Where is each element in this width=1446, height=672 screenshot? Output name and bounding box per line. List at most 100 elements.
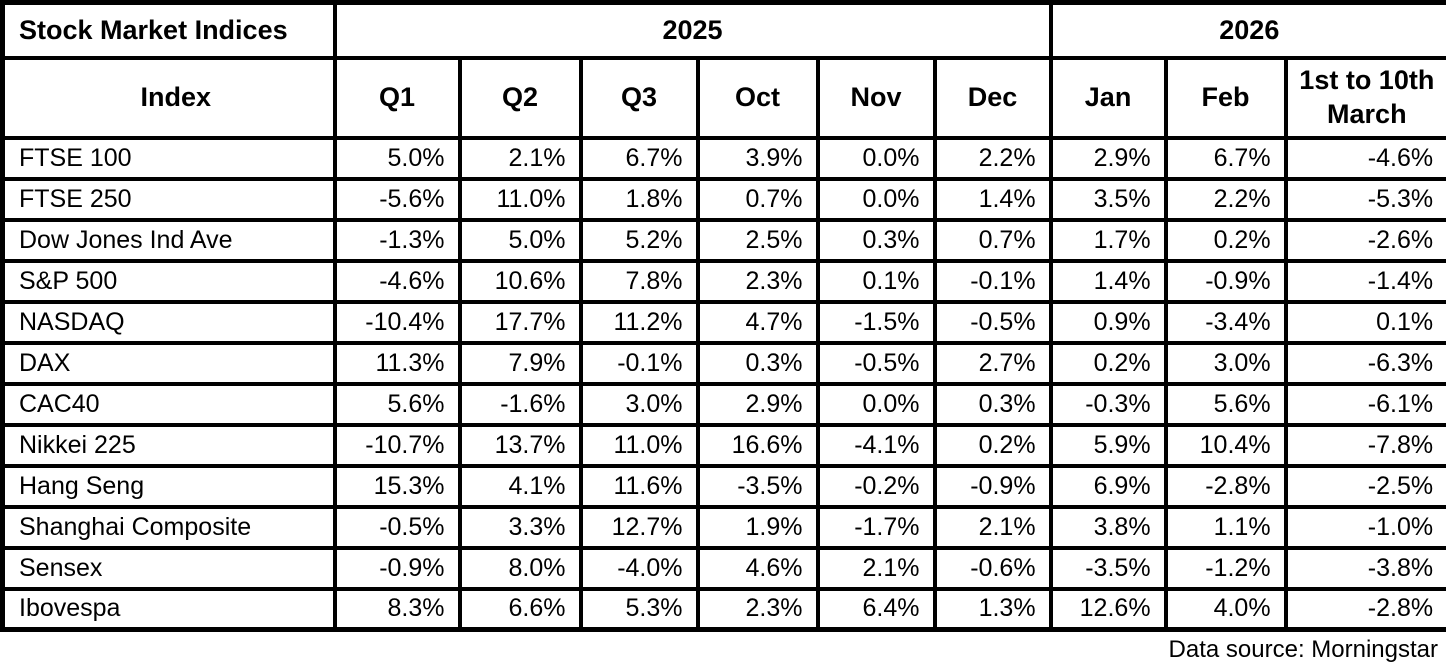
value-cell: 0.2% <box>1163 217 1288 263</box>
value-cell: 0.0% <box>815 176 937 222</box>
value-cell: 3.5% <box>1048 176 1168 222</box>
col-header-feb: Feb <box>1163 55 1288 140</box>
table-title: Stock Market Indices <box>0 0 337 60</box>
table-row: Sensex -0.9% 8.0% -4.0% 4.6% 2.1% -0.6% … <box>0 545 1446 591</box>
value-cell: -1.7% <box>815 504 937 550</box>
value-cell: 0.3% <box>932 381 1053 427</box>
value-cell: 6.9% <box>1048 463 1168 509</box>
value-cell: 16.6% <box>695 422 820 468</box>
index-cell: Ibovespa <box>0 586 337 632</box>
index-cell: Nikkei 225 <box>0 422 337 468</box>
value-cell: -0.9% <box>932 463 1053 509</box>
value-cell: 0.7% <box>695 176 820 222</box>
value-cell: -1.4% <box>1283 258 1446 304</box>
value-cell: 3.3% <box>457 504 583 550</box>
value-cell: 6.6% <box>457 586 583 632</box>
value-cell: 7.9% <box>457 340 583 386</box>
value-cell: 12.6% <box>1048 586 1168 632</box>
col-header-q3: Q3 <box>578 55 700 140</box>
index-cell: Dow Jones Ind Ave <box>0 217 337 263</box>
value-cell: -10.4% <box>332 299 462 345</box>
table-row: Shanghai Composite -0.5% 3.3% 12.7% 1.9%… <box>0 504 1446 550</box>
value-cell: -2.8% <box>1283 586 1446 632</box>
value-cell: -0.2% <box>815 463 937 509</box>
value-cell: 10.4% <box>1163 422 1288 468</box>
value-cell: -4.0% <box>578 545 700 591</box>
value-cell: 2.1% <box>932 504 1053 550</box>
col-header-oct: Oct <box>695 55 820 140</box>
value-cell: 8.0% <box>457 545 583 591</box>
value-cell: -10.7% <box>332 422 462 468</box>
table-row: Ibovespa 8.3% 6.6% 5.3% 2.3% 6.4% 1.3% 1… <box>0 586 1446 632</box>
col-header-q1: Q1 <box>332 55 462 140</box>
value-cell: -0.5% <box>815 340 937 386</box>
value-cell: 3.0% <box>1163 340 1288 386</box>
table-row: S&P 500 -4.6% 10.6% 7.8% 2.3% 0.1% -0.1%… <box>0 258 1446 304</box>
table-row: CAC40 5.6% -1.6% 3.0% 2.9% 0.0% 0.3% -0.… <box>0 381 1446 427</box>
stock-market-indices-table: Stock Market Indices 2025 2026 Index Q1 … <box>0 0 1446 632</box>
value-cell: -6.3% <box>1283 340 1446 386</box>
value-cell: 7.8% <box>578 258 700 304</box>
data-source-note: Data source: Morningstar <box>1168 636 1438 663</box>
value-cell: 5.6% <box>332 381 462 427</box>
value-cell: 0.7% <box>932 217 1053 263</box>
value-cell: 11.2% <box>578 299 700 345</box>
value-cell: 5.0% <box>332 135 462 181</box>
value-cell: 0.2% <box>1048 340 1168 386</box>
value-cell: 3.9% <box>695 135 820 181</box>
value-cell: 1.4% <box>932 176 1053 222</box>
value-cell: 1.3% <box>932 586 1053 632</box>
value-cell: 11.0% <box>457 176 583 222</box>
value-cell: -0.9% <box>1163 258 1288 304</box>
value-cell: 0.9% <box>1048 299 1168 345</box>
value-cell: 6.7% <box>1163 135 1288 181</box>
value-cell: -3.8% <box>1283 545 1446 591</box>
value-cell: 0.3% <box>815 217 937 263</box>
index-cell: S&P 500 <box>0 258 337 304</box>
value-cell: -0.6% <box>932 545 1053 591</box>
value-cell: 2.7% <box>932 340 1053 386</box>
value-cell: -2.8% <box>1163 463 1288 509</box>
value-cell: 1.1% <box>1163 504 1288 550</box>
value-cell: 2.9% <box>695 381 820 427</box>
value-cell: 11.3% <box>332 340 462 386</box>
value-cell: 2.3% <box>695 258 820 304</box>
value-cell: -0.1% <box>932 258 1053 304</box>
col-header-march: 1st to 10th March <box>1283 55 1446 140</box>
value-cell: -3.5% <box>1048 545 1168 591</box>
value-cell: 0.0% <box>815 381 937 427</box>
value-cell: 13.7% <box>457 422 583 468</box>
value-cell: 2.2% <box>932 135 1053 181</box>
value-cell: -6.1% <box>1283 381 1446 427</box>
year-2026-header: 2026 <box>1048 0 1446 60</box>
index-cell: Sensex <box>0 545 337 591</box>
value-cell: 0.2% <box>932 422 1053 468</box>
table-row: DAX 11.3% 7.9% -0.1% 0.3% -0.5% 2.7% 0.2… <box>0 340 1446 386</box>
value-cell: 0.0% <box>815 135 937 181</box>
col-header-dec: Dec <box>932 55 1053 140</box>
value-cell: 6.4% <box>815 586 937 632</box>
value-cell: 5.3% <box>578 586 700 632</box>
index-cell: Shanghai Composite <box>0 504 337 550</box>
value-cell: -0.1% <box>578 340 700 386</box>
value-cell: 1.8% <box>578 176 700 222</box>
value-cell: -2.6% <box>1283 217 1446 263</box>
value-cell: -4.6% <box>1283 135 1446 181</box>
value-cell: 1.4% <box>1048 258 1168 304</box>
value-cell: 11.0% <box>578 422 700 468</box>
value-cell: 10.6% <box>457 258 583 304</box>
value-cell: -1.5% <box>815 299 937 345</box>
value-cell: -5.3% <box>1283 176 1446 222</box>
value-cell: -7.8% <box>1283 422 1446 468</box>
value-cell: -4.6% <box>332 258 462 304</box>
value-cell: 4.7% <box>695 299 820 345</box>
col-header-nov: Nov <box>815 55 937 140</box>
col-header-q2: Q2 <box>457 55 583 140</box>
table-row: Nikkei 225 -10.7% 13.7% 11.0% 16.6% -4.1… <box>0 422 1446 468</box>
value-cell: 6.7% <box>578 135 700 181</box>
value-cell: 12.7% <box>578 504 700 550</box>
value-cell: 15.3% <box>332 463 462 509</box>
col-header-jan: Jan <box>1048 55 1168 140</box>
value-cell: 0.3% <box>695 340 820 386</box>
value-cell: 4.6% <box>695 545 820 591</box>
